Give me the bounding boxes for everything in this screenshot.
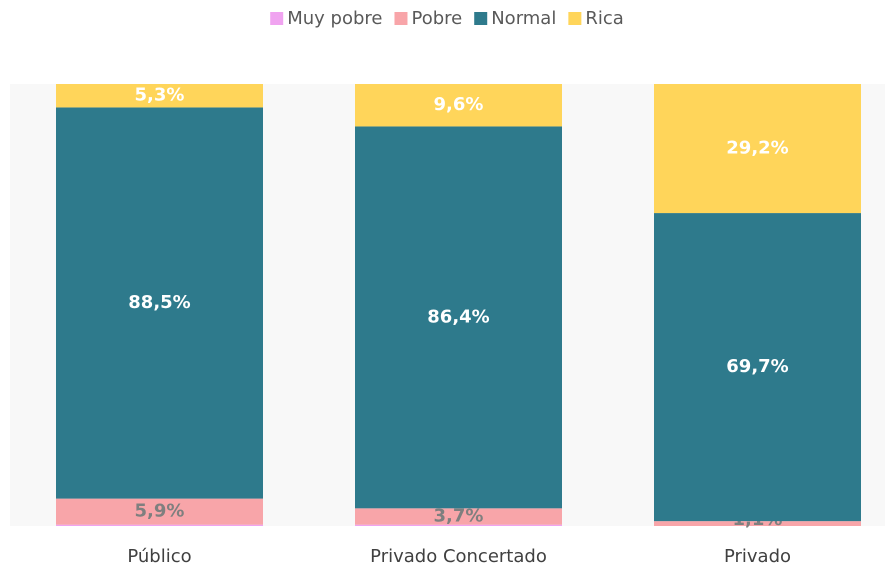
bar-segment (654, 84, 861, 214)
x-tick-label: Público (127, 546, 191, 567)
data-label: 9,6% (434, 94, 484, 115)
data-label: 88,5% (128, 292, 190, 313)
data-label: 29,2% (726, 138, 788, 159)
bar-segment (654, 213, 861, 522)
bar-segment (355, 508, 562, 525)
bar-segment (654, 521, 861, 526)
legend-label: Muy pobre (287, 8, 382, 29)
legend-label: Rica (585, 8, 623, 29)
bar-segment (355, 84, 562, 127)
legend: Muy pobre Pobre Normal Rica (270, 8, 624, 29)
data-label: 5,3% (135, 85, 185, 106)
x-tick-label: Privado Concertado (370, 546, 547, 567)
legend-label: Pobre (411, 8, 462, 29)
legend-swatch (394, 12, 408, 25)
x-tick-label: Privado (724, 546, 791, 567)
bar-segment (355, 126, 562, 509)
legend-swatch (568, 12, 582, 25)
legend-swatch (270, 12, 284, 25)
data-label: 3,7% (434, 505, 484, 526)
data-label: 86,4% (427, 306, 489, 327)
data-label: 69,7% (726, 356, 788, 377)
legend-label: Normal (491, 8, 556, 29)
data-label: 5,9% (135, 501, 185, 522)
bar-segment (56, 498, 263, 525)
bar-segment (56, 107, 263, 499)
bar-segment (355, 524, 562, 526)
bar-segment (56, 524, 263, 526)
legend-swatch (474, 12, 488, 25)
bar-segment (56, 84, 263, 108)
